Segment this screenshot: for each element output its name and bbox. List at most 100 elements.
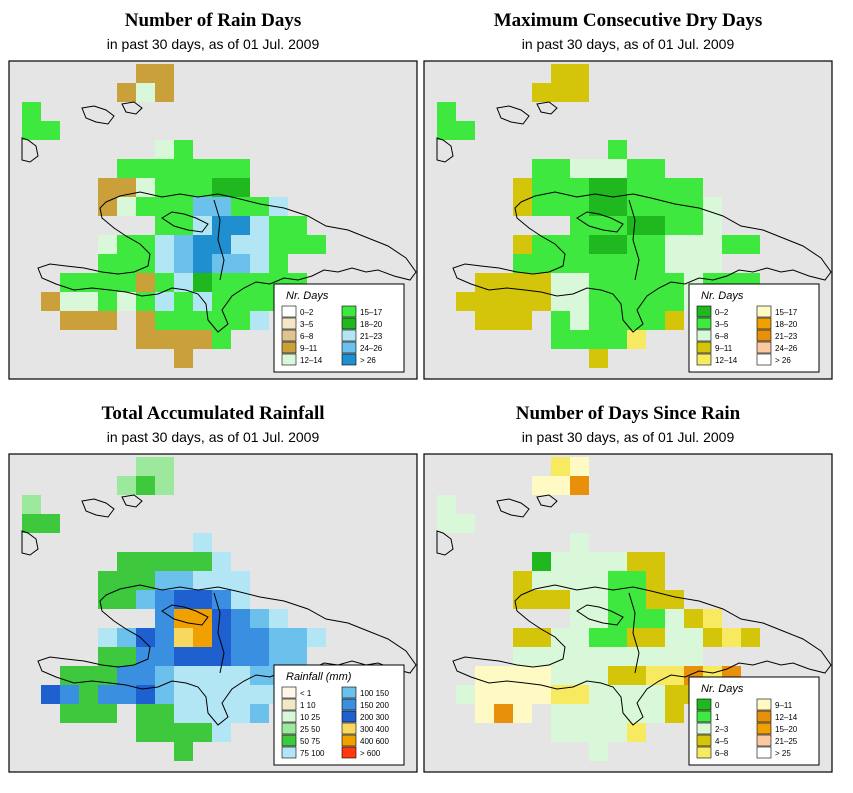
grid-cell [646, 552, 665, 571]
grid-cell [456, 685, 475, 704]
grid-cell [174, 330, 193, 349]
grid-cell [136, 723, 155, 742]
grid-cell [117, 628, 136, 647]
legend-label: 150 200 [360, 701, 389, 710]
grid-cell [212, 628, 231, 647]
border-line [628, 592, 640, 674]
grid-cell [494, 685, 513, 704]
grid-cell [174, 685, 193, 704]
grid-cell [703, 628, 722, 647]
legend-label: 75 100 [300, 749, 325, 758]
grid-cell [570, 216, 589, 235]
grid-cell [155, 216, 174, 235]
grid-cell [136, 235, 155, 254]
panel-days-since-rain: Number of Days Since Rain in past 30 day… [423, 393, 833, 773]
grid-cell [646, 704, 665, 723]
grid-cell [570, 476, 589, 495]
grid-cell [684, 235, 703, 254]
grid-cell [288, 647, 307, 666]
grid-cell [193, 197, 212, 216]
grid-cell [212, 685, 231, 704]
grid-cell [174, 666, 193, 685]
grid-cell [269, 609, 288, 628]
grid-cell [513, 647, 532, 666]
grid-cell [193, 647, 212, 666]
grid-cell [608, 666, 627, 685]
grid-cell [494, 666, 513, 685]
grid-cell [627, 311, 646, 330]
legend-label: 10 25 [300, 713, 321, 722]
grid-cell [231, 311, 250, 330]
grid-cell [570, 159, 589, 178]
grid-cell [98, 647, 117, 666]
grid-cell [551, 311, 570, 330]
legend-swatch [696, 710, 712, 723]
coastline [496, 498, 530, 518]
grid-cell [570, 666, 589, 685]
grid-cell [231, 647, 250, 666]
grid-cell [570, 235, 589, 254]
grid-cell [627, 723, 646, 742]
grid-cell [155, 704, 174, 723]
grid-cell [117, 273, 136, 292]
grid-cell [532, 83, 551, 102]
grid-cell [174, 723, 193, 742]
grid-cell [98, 628, 117, 647]
map-dry-days: Nr. Days 0–2 3–5 6–8 9–11 12–14 15–17 18–20 21–2… [423, 60, 833, 380]
grid-cell [646, 273, 665, 292]
grid-cell [589, 292, 608, 311]
grid-cell [98, 292, 117, 311]
legend-swatch [696, 698, 712, 711]
grid-cell [627, 571, 646, 590]
grid-cell [155, 292, 174, 311]
grid-cell [155, 666, 174, 685]
grid-cell [269, 647, 288, 666]
grid-cell [117, 197, 136, 216]
grid-cell [193, 533, 212, 552]
grid-cell [250, 628, 269, 647]
coastline [81, 105, 115, 125]
grid-cell [136, 292, 155, 311]
grid-cell [193, 159, 212, 178]
coastline [121, 101, 143, 115]
coastline [121, 494, 143, 508]
legend-label: 21–23 [360, 332, 383, 341]
grid-cell [551, 723, 570, 742]
legend-swatch [696, 317, 712, 330]
grid-cell [589, 311, 608, 330]
legend-label: 300 400 [360, 725, 389, 734]
coastline [436, 530, 454, 556]
grid-cell [608, 330, 627, 349]
grid-cell [98, 666, 117, 685]
grid-cell [532, 254, 551, 273]
legend-label: 4–5 [715, 737, 729, 746]
grid-cell [98, 685, 117, 704]
legend-title: Nr. Days [701, 290, 744, 302]
grid-cell [608, 704, 627, 723]
grid-cell [532, 197, 551, 216]
grid-cell [589, 197, 608, 216]
panel-subtitle: in past 30 days, as of 01 Jul. 2009 [106, 36, 320, 52]
grid-cell [646, 571, 665, 590]
coastline [452, 584, 832, 726]
grid-cell [212, 178, 231, 197]
legend-label: > 26 [360, 356, 376, 365]
grid-cell [551, 254, 570, 273]
coastline [436, 137, 454, 163]
legend-label: 12–14 [775, 713, 798, 722]
grid-cells [22, 64, 345, 368]
grid-cell [570, 552, 589, 571]
grid-cell [193, 273, 212, 292]
grid-cell [231, 197, 250, 216]
legend-label: > 26 [775, 356, 791, 365]
coastline [81, 498, 115, 518]
grid-cell [589, 330, 608, 349]
legend: Rainfall (mm) < 1 1 10 10 25 25 50 50 75 75 10… [273, 664, 405, 766]
grid-cell [646, 628, 665, 647]
grid-cell [98, 590, 117, 609]
grid-cell [532, 178, 551, 197]
grid-cell [589, 704, 608, 723]
grid-cell [475, 685, 494, 704]
grid-cell [475, 273, 494, 292]
grid-cell [551, 330, 570, 349]
